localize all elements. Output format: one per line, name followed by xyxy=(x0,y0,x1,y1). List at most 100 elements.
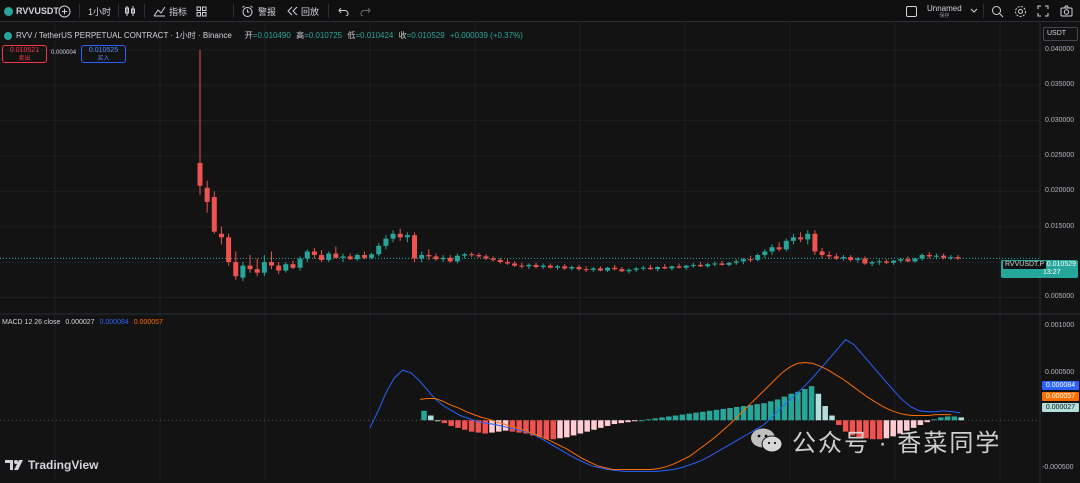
candle-body xyxy=(855,258,861,260)
buy-button[interactable]: 0.010525 买入 xyxy=(81,45,126,63)
histogram-bar xyxy=(686,413,692,421)
macd-indicator-label: MACD 12 26 close xyxy=(2,319,61,326)
histogram-bar xyxy=(666,416,672,421)
candle-body xyxy=(454,255,460,262)
candle-body xyxy=(347,256,353,260)
symbol-label: RVVUSDT xyxy=(16,6,59,16)
layout-checkbox[interactable] xyxy=(906,3,917,19)
histogram-bar xyxy=(938,417,944,421)
candle-body xyxy=(433,256,439,260)
candle-body xyxy=(426,254,432,257)
candle-body xyxy=(276,265,282,271)
histogram-bar xyxy=(768,401,774,421)
chart-canvas[interactable] xyxy=(0,23,1080,483)
candle-body xyxy=(926,254,932,257)
sell-button[interactable]: 0.010521 卖出 xyxy=(2,45,47,63)
histogram-bar xyxy=(890,420,896,437)
histogram-bar xyxy=(618,420,624,424)
tradingview-logo[interactable]: TradingView xyxy=(5,458,98,472)
histogram-bar xyxy=(808,386,815,421)
grid-icon xyxy=(196,6,207,16)
candle-body xyxy=(569,267,575,269)
histogram-bar xyxy=(638,420,645,422)
quick-search-button[interactable] xyxy=(991,3,1004,19)
candle-body xyxy=(597,268,603,271)
candle-body xyxy=(497,259,503,263)
indicators-label: 指标 xyxy=(169,6,188,17)
chart-type-button[interactable] xyxy=(124,3,136,19)
candle-body xyxy=(862,258,868,264)
undo-button[interactable] xyxy=(338,3,349,19)
histogram-bar xyxy=(482,420,488,434)
candle-body xyxy=(304,251,310,259)
histogram-bar xyxy=(672,415,679,421)
candle-body xyxy=(319,254,325,260)
plus-circle-icon xyxy=(58,5,71,17)
candle-body xyxy=(226,237,232,263)
candle-body xyxy=(662,267,668,269)
histogram-bar xyxy=(924,420,930,423)
fullscreen-icon xyxy=(1037,5,1049,17)
fullscreen-button[interactable] xyxy=(1037,3,1049,19)
open-label: 开 xyxy=(244,31,253,40)
macd-legend[interactable]: MACD 12 26 close 0.000027 0.000084 0.000… xyxy=(2,319,163,326)
candle-body xyxy=(705,264,711,267)
settings-button[interactable] xyxy=(1014,3,1027,19)
candle-body xyxy=(869,262,875,264)
histogram-bar xyxy=(645,419,652,421)
layout-name-button[interactable]: Unnamed 保存 xyxy=(927,1,962,21)
buy-price: 0.010525 xyxy=(88,47,119,54)
histogram-bar xyxy=(577,420,584,434)
histogram-bar xyxy=(502,420,509,431)
alert-button[interactable]: 警报 xyxy=(241,3,276,19)
indicators-button[interactable]: 指标 xyxy=(153,3,187,19)
templates-button[interactable] xyxy=(196,3,207,19)
low-label: 低 xyxy=(347,31,356,40)
histogram-bar xyxy=(700,411,706,421)
histogram-bar xyxy=(523,420,529,434)
redo-icon xyxy=(360,7,371,16)
candle-body xyxy=(469,254,475,256)
symbol-search-button[interactable]: RVVUSDT xyxy=(4,3,59,19)
candle-body xyxy=(941,255,947,258)
last-price-symbol: RVVUSDT.P xyxy=(1003,261,1047,269)
layout-name-label: Unnamed xyxy=(927,3,962,13)
candle-body xyxy=(676,266,682,268)
replay-button[interactable]: 回放 xyxy=(287,3,319,19)
rewind-icon xyxy=(287,6,298,16)
change-value: +0.000039 (+0.37%) xyxy=(449,31,523,40)
histogram-bar xyxy=(530,420,536,436)
snapshot-button[interactable] xyxy=(1060,3,1073,19)
histogram-bar xyxy=(863,420,869,439)
macd-tick-label: -0.000500 xyxy=(1042,463,1074,471)
candle-body xyxy=(283,264,289,271)
macd-tick-label: 0.000500 xyxy=(1045,368,1075,376)
histogram-bar xyxy=(536,420,543,438)
chart-area[interactable]: RVV / TetherUS PERPETUAL CONTRACT · 1小时 … xyxy=(0,23,1080,483)
tradingview-logo-icon xyxy=(5,460,23,470)
candle-body xyxy=(218,233,224,238)
histogram-bar xyxy=(679,414,686,421)
price-tick-label: 0.025000 xyxy=(1045,151,1075,159)
interval-button[interactable]: 1小时 xyxy=(88,3,111,19)
candle-body xyxy=(755,254,761,260)
candle-body xyxy=(354,254,360,260)
candle-body xyxy=(583,269,589,271)
chevron-down-icon xyxy=(970,8,978,13)
buy-label: 买入 xyxy=(97,56,110,62)
compare-symbol-button[interactable] xyxy=(58,3,71,19)
layout-menu-button[interactable] xyxy=(970,3,978,19)
candle-body xyxy=(290,264,296,268)
symbol-logo-icon xyxy=(4,31,12,40)
alarm-clock-icon xyxy=(242,5,253,17)
candle-body xyxy=(462,254,468,256)
candle-body xyxy=(204,187,210,202)
histogram-bar xyxy=(584,420,590,432)
histogram-bar xyxy=(625,420,631,423)
histogram-bar xyxy=(455,420,461,428)
histogram-bar xyxy=(706,410,713,421)
open-value: =0.010490 xyxy=(252,31,291,40)
redo-button[interactable] xyxy=(360,3,371,19)
candle-body xyxy=(476,254,482,257)
currency-selector[interactable]: USDT xyxy=(1043,27,1078,41)
